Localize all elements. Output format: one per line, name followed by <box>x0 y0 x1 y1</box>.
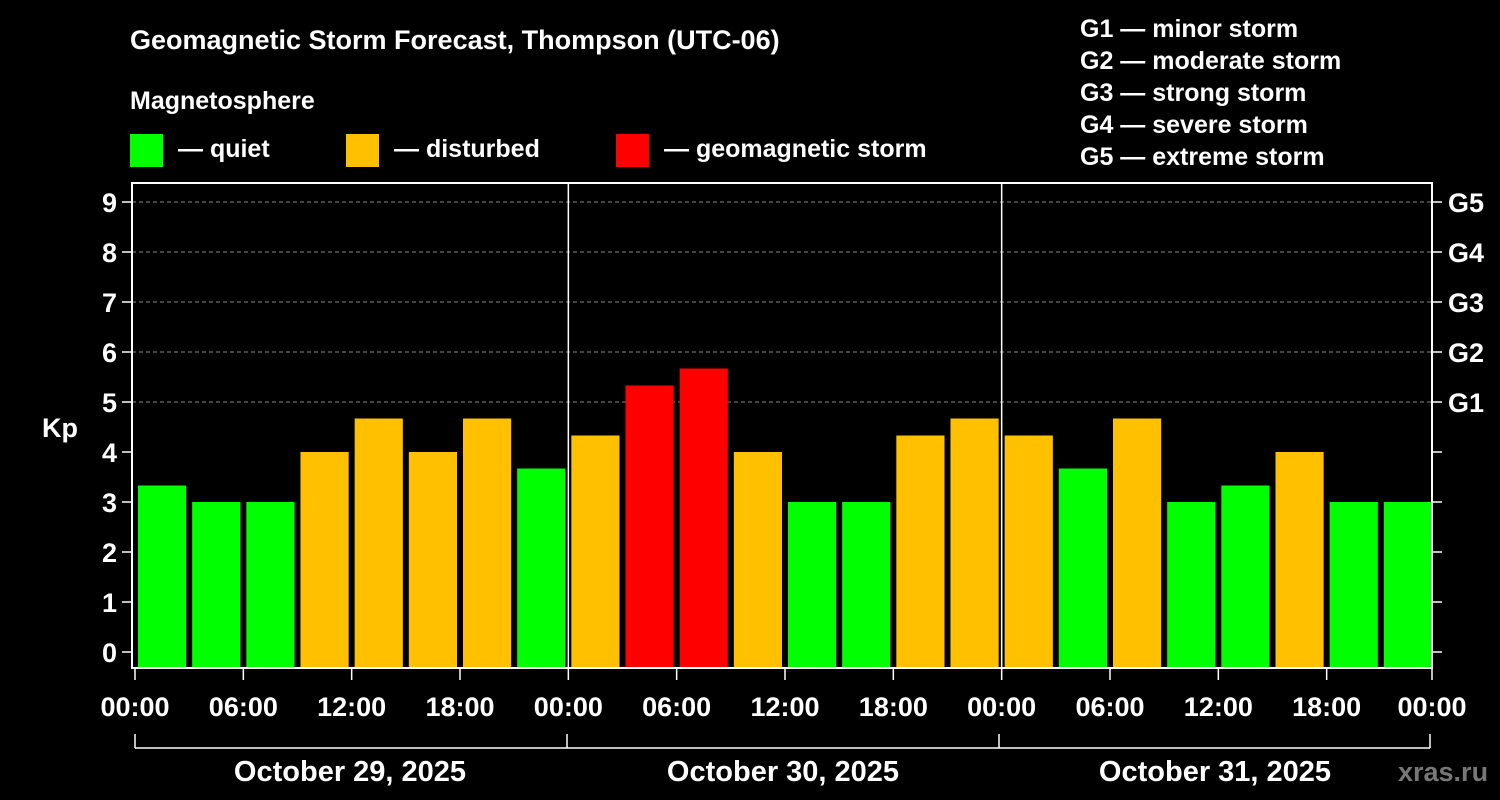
bar-17 <box>1004 435 1053 668</box>
y-tick-label-7: 7 <box>102 288 117 318</box>
x-tick-label-10: 12:00 <box>1184 692 1253 722</box>
g-scale-label-g4: G4 <box>1448 238 1484 268</box>
bar-18 <box>1058 468 1107 668</box>
bar-22 <box>1275 452 1324 668</box>
bar-15 <box>896 435 945 668</box>
y-tick-label-1: 1 <box>102 588 117 618</box>
g-scale-label-g3: G3 <box>1448 288 1484 318</box>
day-label-oct-30: October 30, 2025 <box>667 756 899 788</box>
bar-1 <box>138 485 187 668</box>
bar-20 <box>1167 502 1216 668</box>
g-scale-label-g1: G1 <box>1448 388 1484 418</box>
x-tick-label-8: 00:00 <box>967 692 1036 722</box>
g-legend-g2: G2 — moderate storm <box>1080 47 1341 75</box>
y-tick-label-4: 4 <box>102 438 117 468</box>
plot-area: 0 1 2 3 4 5 6 7 8 9 G1 G2 G3 G4 G5 00:00 06:00 12:00 18:00… <box>100 182 1484 749</box>
legend-heading: Magnetosphere <box>130 87 315 115</box>
g-scale-label-g5: G5 <box>1448 188 1484 218</box>
legend-label-disturbed: — disturbed <box>394 135 540 163</box>
g-legend-g5: G5 — extreme storm <box>1080 143 1325 171</box>
y-tick-label-5: 5 <box>102 388 117 418</box>
bar-11 <box>679 368 728 668</box>
x-tick-label-6: 12:00 <box>750 692 819 722</box>
bar-3 <box>246 502 295 668</box>
g-legend-g1: G1 — minor storm <box>1080 15 1298 43</box>
legend-swatch-disturbed <box>346 134 379 167</box>
bar-12 <box>733 452 782 668</box>
bar-23 <box>1329 502 1378 668</box>
bar-5 <box>354 418 403 668</box>
x-tick-label-3: 18:00 <box>425 692 494 722</box>
bar-13 <box>788 502 837 668</box>
y-tick-label-6: 6 <box>102 338 117 368</box>
g-legend-g3: G3 — strong storm <box>1080 79 1306 107</box>
x-tick-label-2: 12:00 <box>317 692 386 722</box>
x-tick-label-12: 00:00 <box>1397 692 1466 722</box>
x-tick-label-9: 06:00 <box>1075 692 1144 722</box>
bar-9 <box>571 435 620 668</box>
x-tick-label-5: 06:00 <box>642 692 711 722</box>
bar-19 <box>1113 418 1162 668</box>
bar-8 <box>517 468 566 668</box>
x-tick-label-11: 18:00 <box>1292 692 1361 722</box>
legend-swatch-storm <box>616 134 649 167</box>
watermark: xras.ru <box>1398 757 1488 787</box>
legend-swatch-quiet <box>130 134 163 167</box>
x-tick-label-4: 00:00 <box>534 692 603 722</box>
legend-label-storm: — geomagnetic storm <box>664 135 927 163</box>
bar-7 <box>463 418 512 668</box>
x-tick-label-1: 06:00 <box>209 692 278 722</box>
y-tick-label-9: 9 <box>102 188 117 218</box>
bar-6 <box>408 452 457 668</box>
g-legend-g4: G4 — severe storm <box>1080 111 1308 139</box>
y-tick-label-8: 8 <box>102 238 117 268</box>
y-tick-label-3: 3 <box>102 488 117 518</box>
bar-21 <box>1221 485 1270 668</box>
y-axis-label: Kp <box>42 413 78 443</box>
bar-24 <box>1383 502 1432 668</box>
bar-10 <box>625 385 674 668</box>
plot-frame <box>131 182 1433 669</box>
x-tick-label-7: 18:00 <box>859 692 928 722</box>
bar-16 <box>950 418 999 668</box>
day-label-oct-31: October 31, 2025 <box>1099 756 1331 788</box>
bar-14 <box>842 502 891 668</box>
day-label-oct-29: October 29, 2025 <box>234 756 466 788</box>
x-tick-label-0: 00:00 <box>100 692 169 722</box>
y-tick-label-0: 0 <box>102 638 117 668</box>
y-tick-label-2: 2 <box>102 538 117 568</box>
legend-label-quiet: — quiet <box>178 135 270 163</box>
bar-4 <box>300 452 349 668</box>
chart-title: Geomagnetic Storm Forecast, Thompson (UT… <box>130 25 780 55</box>
g-scale-label-g2: G2 <box>1448 338 1484 368</box>
bar-2 <box>192 502 241 668</box>
